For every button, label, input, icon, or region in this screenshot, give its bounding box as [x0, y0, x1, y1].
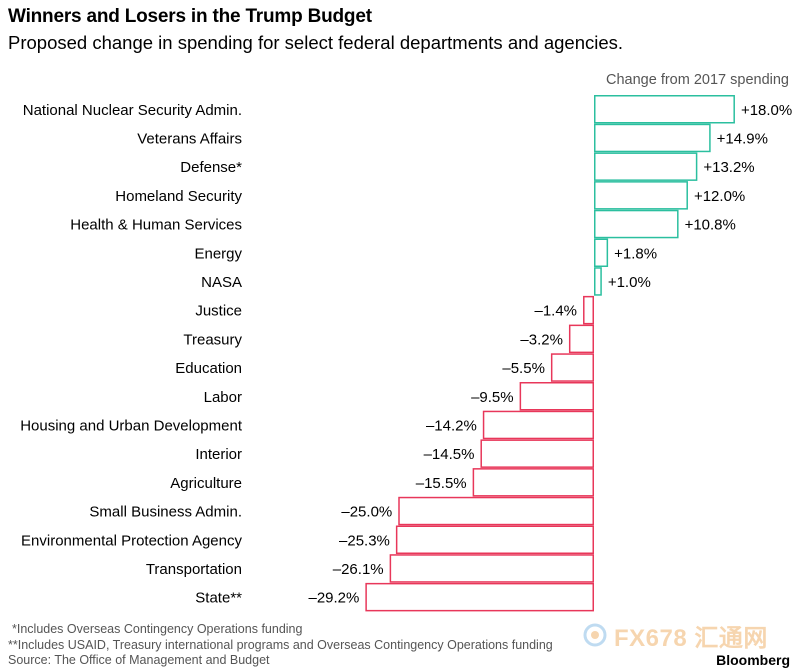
- bar: [594, 152, 698, 181]
- category-label: Veterans Affairs: [137, 130, 242, 147]
- data-label: +18.0%: [741, 102, 792, 119]
- bar: [472, 468, 595, 497]
- data-label: –9.5%: [471, 389, 514, 406]
- footnotes: *Includes Overseas Contingency Operation…: [8, 622, 553, 669]
- category-label: Labor: [204, 389, 242, 406]
- data-label: +14.9%: [717, 130, 768, 147]
- bloomberg-logo: Bloomberg: [716, 652, 790, 668]
- category-label: Health & Human Services: [70, 217, 242, 234]
- data-label: +1.0%: [608, 274, 651, 291]
- category-label: Housing and Urban Development: [20, 417, 243, 434]
- bar: [594, 267, 602, 296]
- bar: [594, 209, 679, 239]
- data-label: –14.5%: [424, 446, 475, 463]
- category-label: Environmental Protection Agency: [21, 532, 242, 549]
- chart-title: Winners and Losers in the Trump Budget: [8, 6, 372, 27]
- category-label: State**: [195, 590, 242, 607]
- category-label: Education: [175, 360, 242, 377]
- watermark-text: FX678 汇通网: [614, 624, 768, 652]
- category-label: Energy: [194, 245, 242, 262]
- footnote-defense: *Includes Overseas Contingency Operation…: [12, 622, 303, 636]
- data-label: –5.5%: [502, 360, 545, 377]
- data-label: –25.0%: [341, 504, 392, 521]
- data-label: +13.2%: [703, 159, 754, 176]
- category-label: Transportation: [146, 561, 242, 578]
- data-label: –25.3%: [339, 532, 390, 549]
- category-label: Justice: [195, 303, 242, 320]
- data-label: +10.8%: [685, 217, 736, 234]
- watermark-logo-icon: [583, 623, 607, 647]
- bar: [389, 554, 594, 583]
- category-label: NASA: [201, 274, 242, 291]
- category-label: Defense*: [180, 159, 242, 176]
- source-note: Source: The Office of Management and Bud…: [8, 653, 270, 667]
- bar: [594, 123, 711, 153]
- data-label: –1.4%: [534, 303, 577, 320]
- category-label: Treasury: [183, 331, 242, 348]
- bar: [550, 353, 594, 382]
- data-label: –15.5%: [416, 475, 467, 492]
- bar: [482, 410, 594, 440]
- bar: [594, 238, 609, 267]
- bar: [365, 582, 595, 612]
- data-label: –29.2%: [308, 590, 359, 607]
- category-label: Homeland Security: [115, 188, 242, 205]
- bar: [480, 439, 594, 468]
- category-label: Small Business Admin.: [89, 504, 242, 521]
- data-label: +12.0%: [694, 188, 745, 205]
- bar: [594, 95, 735, 124]
- category-label: Agriculture: [170, 475, 242, 492]
- category-label: National Nuclear Security Admin.: [23, 102, 242, 119]
- bar: [395, 525, 594, 554]
- watermark: FX678 汇通网: [582, 620, 768, 652]
- bar: [594, 181, 688, 210]
- bar: [519, 382, 594, 411]
- chart-subtitle: Proposed change in spending for select f…: [8, 32, 624, 53]
- data-label: –3.2%: [520, 331, 563, 348]
- footnote-state: **Includes USAID, Treasury international…: [8, 637, 553, 652]
- bar: [568, 324, 594, 354]
- bar: [583, 295, 595, 325]
- data-label: –14.2%: [426, 417, 477, 434]
- axis-label: Change from 2017 spending: [606, 72, 789, 88]
- category-label: Interior: [195, 446, 242, 463]
- data-label: +1.8%: [614, 245, 657, 262]
- data-label: –26.1%: [333, 561, 384, 578]
- bar: [398, 496, 594, 526]
